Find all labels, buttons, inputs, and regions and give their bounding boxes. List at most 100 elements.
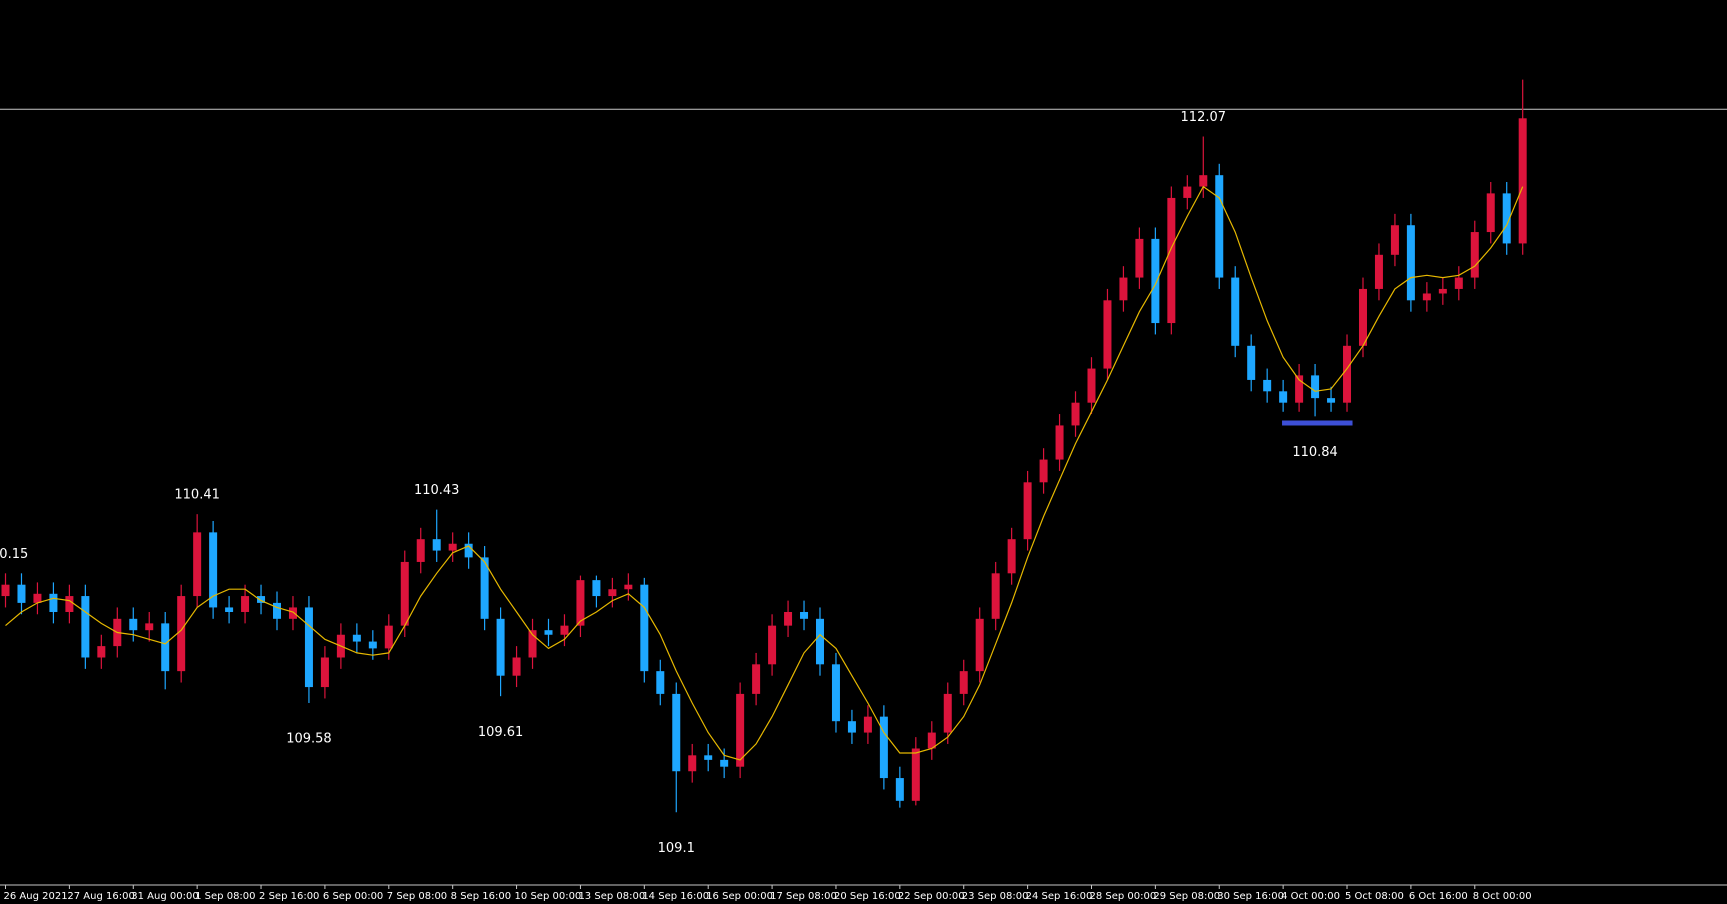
candle-body xyxy=(241,596,250,612)
candle-body xyxy=(1103,300,1112,369)
candle-body xyxy=(257,596,266,603)
candle-body xyxy=(49,593,58,612)
candle-body xyxy=(1358,288,1367,346)
price-annotation: 109.61 xyxy=(478,725,524,740)
candle-body xyxy=(1327,398,1336,403)
candle-body xyxy=(65,596,74,612)
candle-body xyxy=(1135,238,1144,278)
candle-body xyxy=(496,618,505,676)
x-tick-label: 8 Oct 00:00 xyxy=(1473,891,1532,902)
candle-body xyxy=(656,671,665,694)
candle-body xyxy=(81,596,90,658)
x-tick-label: 4 Oct 00:00 xyxy=(1281,891,1340,902)
candle-body xyxy=(1183,186,1192,198)
candle-body xyxy=(592,580,601,597)
candle-body xyxy=(576,580,585,626)
x-tick-label: 5 Oct 08:00 xyxy=(1345,891,1404,902)
candle-body xyxy=(608,589,617,597)
candle-body xyxy=(480,557,489,619)
candle-body xyxy=(879,716,888,779)
candle-body xyxy=(991,573,1000,619)
candle-body xyxy=(847,721,856,733)
x-tick-label: 17 Sep 08:00 xyxy=(770,891,837,902)
candle-body xyxy=(1087,368,1096,403)
candle-body xyxy=(959,671,968,694)
candle-body xyxy=(672,693,681,772)
candle-body xyxy=(512,657,521,676)
candle-body xyxy=(1199,175,1208,187)
x-tick-label: 24 Sep 16:00 xyxy=(1026,891,1093,902)
candle-body xyxy=(704,755,713,760)
x-tick-label: 20 Sep 16:00 xyxy=(834,891,901,902)
candle-body xyxy=(560,625,569,635)
candle-body xyxy=(1119,277,1128,301)
candle-body xyxy=(448,543,457,551)
candle-body xyxy=(624,584,633,590)
candle-body xyxy=(1502,193,1511,244)
candle-body xyxy=(1247,345,1256,380)
candle-body xyxy=(831,664,840,722)
candle-body xyxy=(320,657,329,688)
x-tick-label: 22 Sep 00:00 xyxy=(898,891,965,902)
candle-body xyxy=(368,641,377,649)
candle-body xyxy=(384,625,393,649)
x-tick-label: 10 Sep 00:00 xyxy=(515,891,582,902)
candle-body xyxy=(1279,391,1288,403)
candle-body xyxy=(304,607,313,688)
price-annotation: 109.1 xyxy=(658,841,695,856)
candle-body xyxy=(1295,375,1304,403)
x-tick-label: 23 Sep 08:00 xyxy=(962,891,1029,902)
candle-body xyxy=(927,732,936,749)
candle-body xyxy=(209,532,218,608)
x-tick-label: 1 Sep 08:00 xyxy=(195,891,255,902)
candle-body xyxy=(352,634,361,642)
candle-body xyxy=(400,561,409,626)
candle-body xyxy=(1438,288,1447,294)
candle-body xyxy=(815,618,824,665)
candle-body xyxy=(1406,225,1415,301)
price-annotation: 110.84 xyxy=(1292,445,1338,460)
candle-body xyxy=(895,778,904,801)
candle-body xyxy=(688,755,697,772)
candle-body xyxy=(145,623,154,631)
candle-body xyxy=(17,584,26,603)
x-tick-label: 2 Sep 16:00 xyxy=(259,891,319,902)
x-tick-label: 6 Sep 00:00 xyxy=(323,891,383,902)
candle-body xyxy=(416,539,425,562)
x-tick-label: 13 Sep 08:00 xyxy=(578,891,645,902)
candle-body xyxy=(1390,225,1399,255)
candle-body xyxy=(97,646,106,658)
x-tick-label: 8 Sep 16:00 xyxy=(451,891,511,902)
x-tick-label: 26 Aug 2021 xyxy=(4,891,68,902)
price-annotation: 110.15 xyxy=(0,547,28,562)
candle-body xyxy=(129,618,138,631)
candle-body xyxy=(752,664,761,694)
candle-body xyxy=(911,748,920,801)
candle-body xyxy=(943,693,952,733)
candle-body xyxy=(432,539,441,551)
candle-body xyxy=(736,693,745,767)
candle-body xyxy=(1311,375,1320,399)
candle-body xyxy=(1215,175,1224,278)
candle-body xyxy=(1071,402,1080,426)
candle-body xyxy=(1374,254,1383,289)
candle-body xyxy=(288,607,297,619)
candle-body xyxy=(1518,118,1527,244)
candle-body xyxy=(1,584,10,597)
price-annotation: 109.58 xyxy=(286,732,332,747)
x-tick-label: 29 Sep 08:00 xyxy=(1153,891,1220,902)
candle-body xyxy=(800,611,809,619)
candle-body xyxy=(863,716,872,733)
candle-body xyxy=(177,596,186,672)
candle-body xyxy=(1454,277,1463,289)
candle-body xyxy=(1055,425,1064,460)
candle-body xyxy=(225,607,234,612)
x-tick-label: 31 Aug 00:00 xyxy=(131,891,198,902)
candle-body xyxy=(1486,193,1495,233)
candle-body xyxy=(1263,379,1272,392)
candle-body xyxy=(1167,197,1176,324)
candle-body xyxy=(784,611,793,626)
